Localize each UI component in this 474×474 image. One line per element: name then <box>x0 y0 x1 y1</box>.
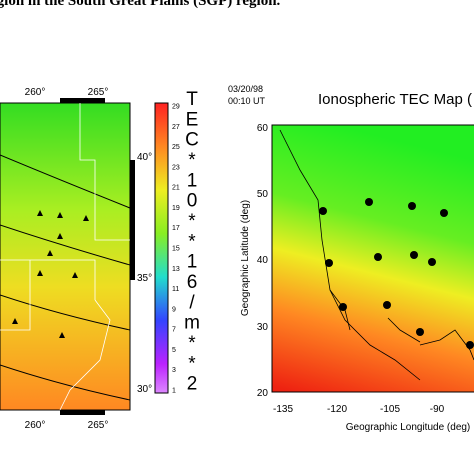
time: 00:10 UT <box>228 96 266 106</box>
contours <box>0 154 131 401</box>
stations <box>319 198 474 349</box>
colorbar <box>154 102 169 394</box>
colorbar-label: 1 <box>187 252 198 273</box>
date: 03/20/98 <box>228 84 263 94</box>
colorbar-label: E <box>186 109 199 130</box>
right-tick-label: 40° <box>137 152 152 163</box>
colorbar-label: T <box>186 89 198 110</box>
x-tick-label: -120 <box>327 404 347 415</box>
bottom-tick-label: 260° <box>25 420 46 431</box>
colorbar-label: 6 <box>187 272 198 293</box>
colorbar-tick-label: 5 <box>172 347 176 354</box>
y-tick-label: 30 <box>257 322 269 333</box>
left-map <box>0 102 131 411</box>
axis-bar <box>60 410 105 415</box>
y-tick-label: 20 <box>257 388 269 399</box>
colorbar-tick-label: 23 <box>172 164 180 171</box>
x-tick-label: -135 <box>273 404 293 415</box>
colorbar-label: * <box>188 353 196 374</box>
colorbar-label: / <box>189 292 195 313</box>
colorbar-tick-label: 9 <box>172 306 176 313</box>
colorbar-tick-label: 19 <box>172 205 180 212</box>
x-axis-label: Geographic Longitude (deg) <box>346 422 471 433</box>
stations <box>12 210 89 338</box>
colorbar-tick-label: 3 <box>172 367 176 374</box>
colorbar-tick-label: 29 <box>172 104 180 111</box>
colorbar-tick-label: 11 <box>172 286 179 293</box>
y-tick-label: 40 <box>257 255 269 266</box>
top-tick-label: 260° <box>25 87 46 98</box>
bottom-tick-label: 265° <box>88 420 109 431</box>
borders <box>0 103 130 411</box>
colorbar-label: 0 <box>187 191 198 212</box>
y-tick-label: 50 <box>257 189 269 200</box>
colorbar-label: m <box>184 313 200 334</box>
colorbar-label: * <box>188 150 196 171</box>
x-tick-label: -90 <box>430 404 445 415</box>
colorbar-label: * <box>188 333 196 354</box>
right-tick-label: 30° <box>137 384 152 395</box>
colorbar-label: * <box>188 211 196 232</box>
colorbar-label: C <box>185 130 199 151</box>
top-tick-label: 265° <box>88 87 109 98</box>
x-tick-label: -105 <box>380 404 400 415</box>
colorbar-tick-label: 25 <box>172 144 180 151</box>
colorbar-label: * <box>188 231 196 252</box>
colorbar-label: 1 <box>187 170 198 191</box>
colorbar-tick-label: 27 <box>172 124 180 131</box>
right-tick-label: 35° <box>137 273 152 284</box>
colorbar-tick-label: 1 <box>172 388 176 395</box>
colorbar-tick-label: 17 <box>172 225 180 232</box>
axis-bar <box>60 98 105 103</box>
colorbar-label: 2 <box>187 374 198 395</box>
y-tick-label: 60 <box>257 123 269 134</box>
colorbar-tick-label: 13 <box>172 266 180 273</box>
colorbar-tick-label: 21 <box>172 185 180 192</box>
colorbar-tick-label: 7 <box>172 327 176 334</box>
right-map <box>271 124 474 393</box>
y-axis-label: Geographic Latitude (deg) <box>240 200 251 316</box>
colorbar-tick-label: 15 <box>172 246 180 253</box>
caption: egion in the South Great Plains (SGP) re… <box>0 0 281 9</box>
right-title: Ionospheric TEC Map ( <box>318 91 472 108</box>
axis-bar <box>130 160 135 280</box>
